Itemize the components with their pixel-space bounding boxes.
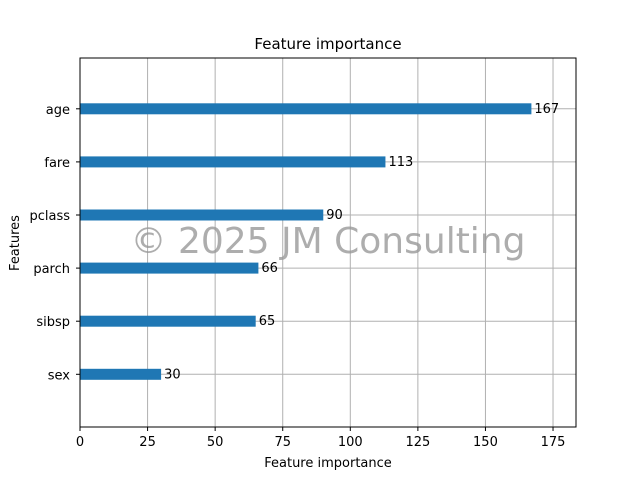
bar-sex: [80, 368, 162, 380]
x-tick-label: 100: [338, 435, 363, 450]
y-tick-label: sex: [48, 368, 71, 383]
bar-fare: [80, 156, 386, 168]
x-tick-label: 0: [76, 435, 84, 450]
data-labels: 30 65 66 90 113 167: [164, 102, 559, 382]
x-tick-label: 150: [473, 435, 498, 450]
y-tick-label: age: [46, 103, 70, 118]
data-label-fare: 113: [388, 155, 413, 170]
plot-frame: [79, 57, 577, 428]
x-tick-label: 50: [207, 435, 224, 450]
y-tick-label: sibsp: [36, 315, 70, 330]
chart-title: Feature importance: [254, 35, 401, 53]
y-tick-label: pclass: [29, 209, 70, 224]
bar-sibsp: [80, 315, 256, 327]
x-tick-label: 75: [274, 435, 291, 450]
bar-parch: [80, 262, 259, 274]
y-tick-label: parch: [33, 262, 70, 277]
x-tick-label: 175: [541, 435, 566, 450]
bar-pclass: [80, 209, 324, 221]
data-label-sibsp: 65: [259, 314, 276, 329]
bar-age: [80, 103, 532, 115]
data-label-parch: 66: [261, 261, 278, 276]
x-tick-label: 125: [405, 435, 430, 450]
y-tick-label: fare: [44, 156, 70, 171]
x-axis-ticks: 0 25 50 75 100 125 150 175: [76, 427, 566, 450]
y-axis-label: Features: [8, 215, 23, 271]
x-tick-label: 25: [139, 435, 156, 450]
bars: [80, 103, 532, 380]
data-label-age: 167: [534, 102, 559, 117]
data-label-sex: 30: [164, 367, 181, 382]
y-axis-ticks: sex sibsp parch pclass fare age: [29, 103, 80, 383]
x-axis-label: Feature importance: [264, 456, 392, 471]
data-label-pclass: 90: [326, 208, 343, 223]
watermark: © 2025 JM Consulting: [131, 221, 526, 262]
